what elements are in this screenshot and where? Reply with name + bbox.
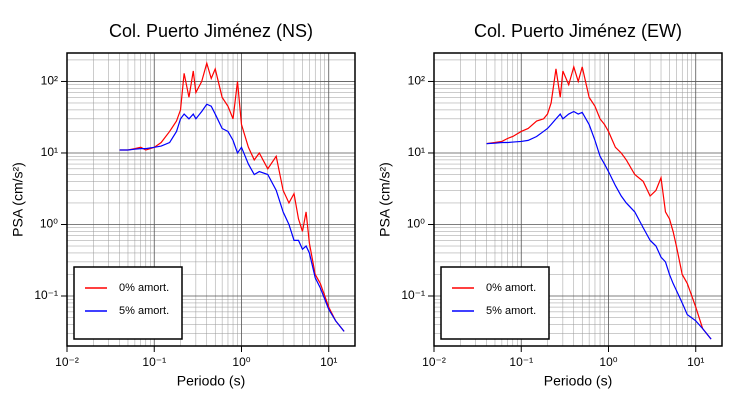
- x-tick-label: 10⁻²: [55, 355, 79, 369]
- legend-label: 0% amort.: [119, 282, 169, 294]
- x-tick-label: 10⁻¹: [142, 355, 166, 369]
- legend-label: 5% amort.: [486, 305, 536, 317]
- y-tick-label: 10²: [408, 74, 425, 88]
- x-tick-label: 10¹: [320, 355, 337, 369]
- x-tick-label: 10⁰: [232, 355, 250, 369]
- chart-title: Col. Puerto Jiménez (EW): [474, 21, 682, 41]
- x-tick-label: 10⁻²: [422, 355, 446, 369]
- chart-title: Col. Puerto Jiménez (NS): [109, 21, 313, 41]
- x-tick-label: 10¹: [687, 355, 704, 369]
- legend-box: [73, 266, 183, 340]
- data-line: [119, 103, 345, 332]
- plot-frame: [433, 52, 723, 347]
- y-axis-label: PSA (cm/s²): [10, 162, 26, 237]
- legend-label: 5% amort.: [119, 305, 169, 317]
- x-tick-label: 10⁰: [599, 355, 617, 369]
- data-line: [486, 110, 712, 340]
- legend-label: 0% amort.: [486, 282, 536, 294]
- y-tick-label: 10¹: [41, 145, 58, 159]
- y-tick-label: 10⁻¹: [401, 288, 425, 302]
- x-axis-label: Periodo (s): [544, 373, 612, 389]
- legend-box: [440, 266, 550, 340]
- plot-frame: [66, 52, 356, 347]
- y-tick-label: 10¹: [408, 145, 425, 159]
- x-axis-label: Periodo (s): [177, 373, 245, 389]
- x-tick-label: 10⁻¹: [509, 355, 533, 369]
- y-axis-label: PSA (cm/s²): [377, 162, 393, 237]
- y-tick-label: 10⁰: [40, 217, 58, 231]
- data-line: [486, 64, 712, 340]
- y-tick-label: 10⁰: [407, 217, 425, 231]
- y-tick-label: 10⁻¹: [34, 288, 58, 302]
- y-tick-label: 10²: [41, 74, 58, 88]
- data-line: [119, 61, 345, 332]
